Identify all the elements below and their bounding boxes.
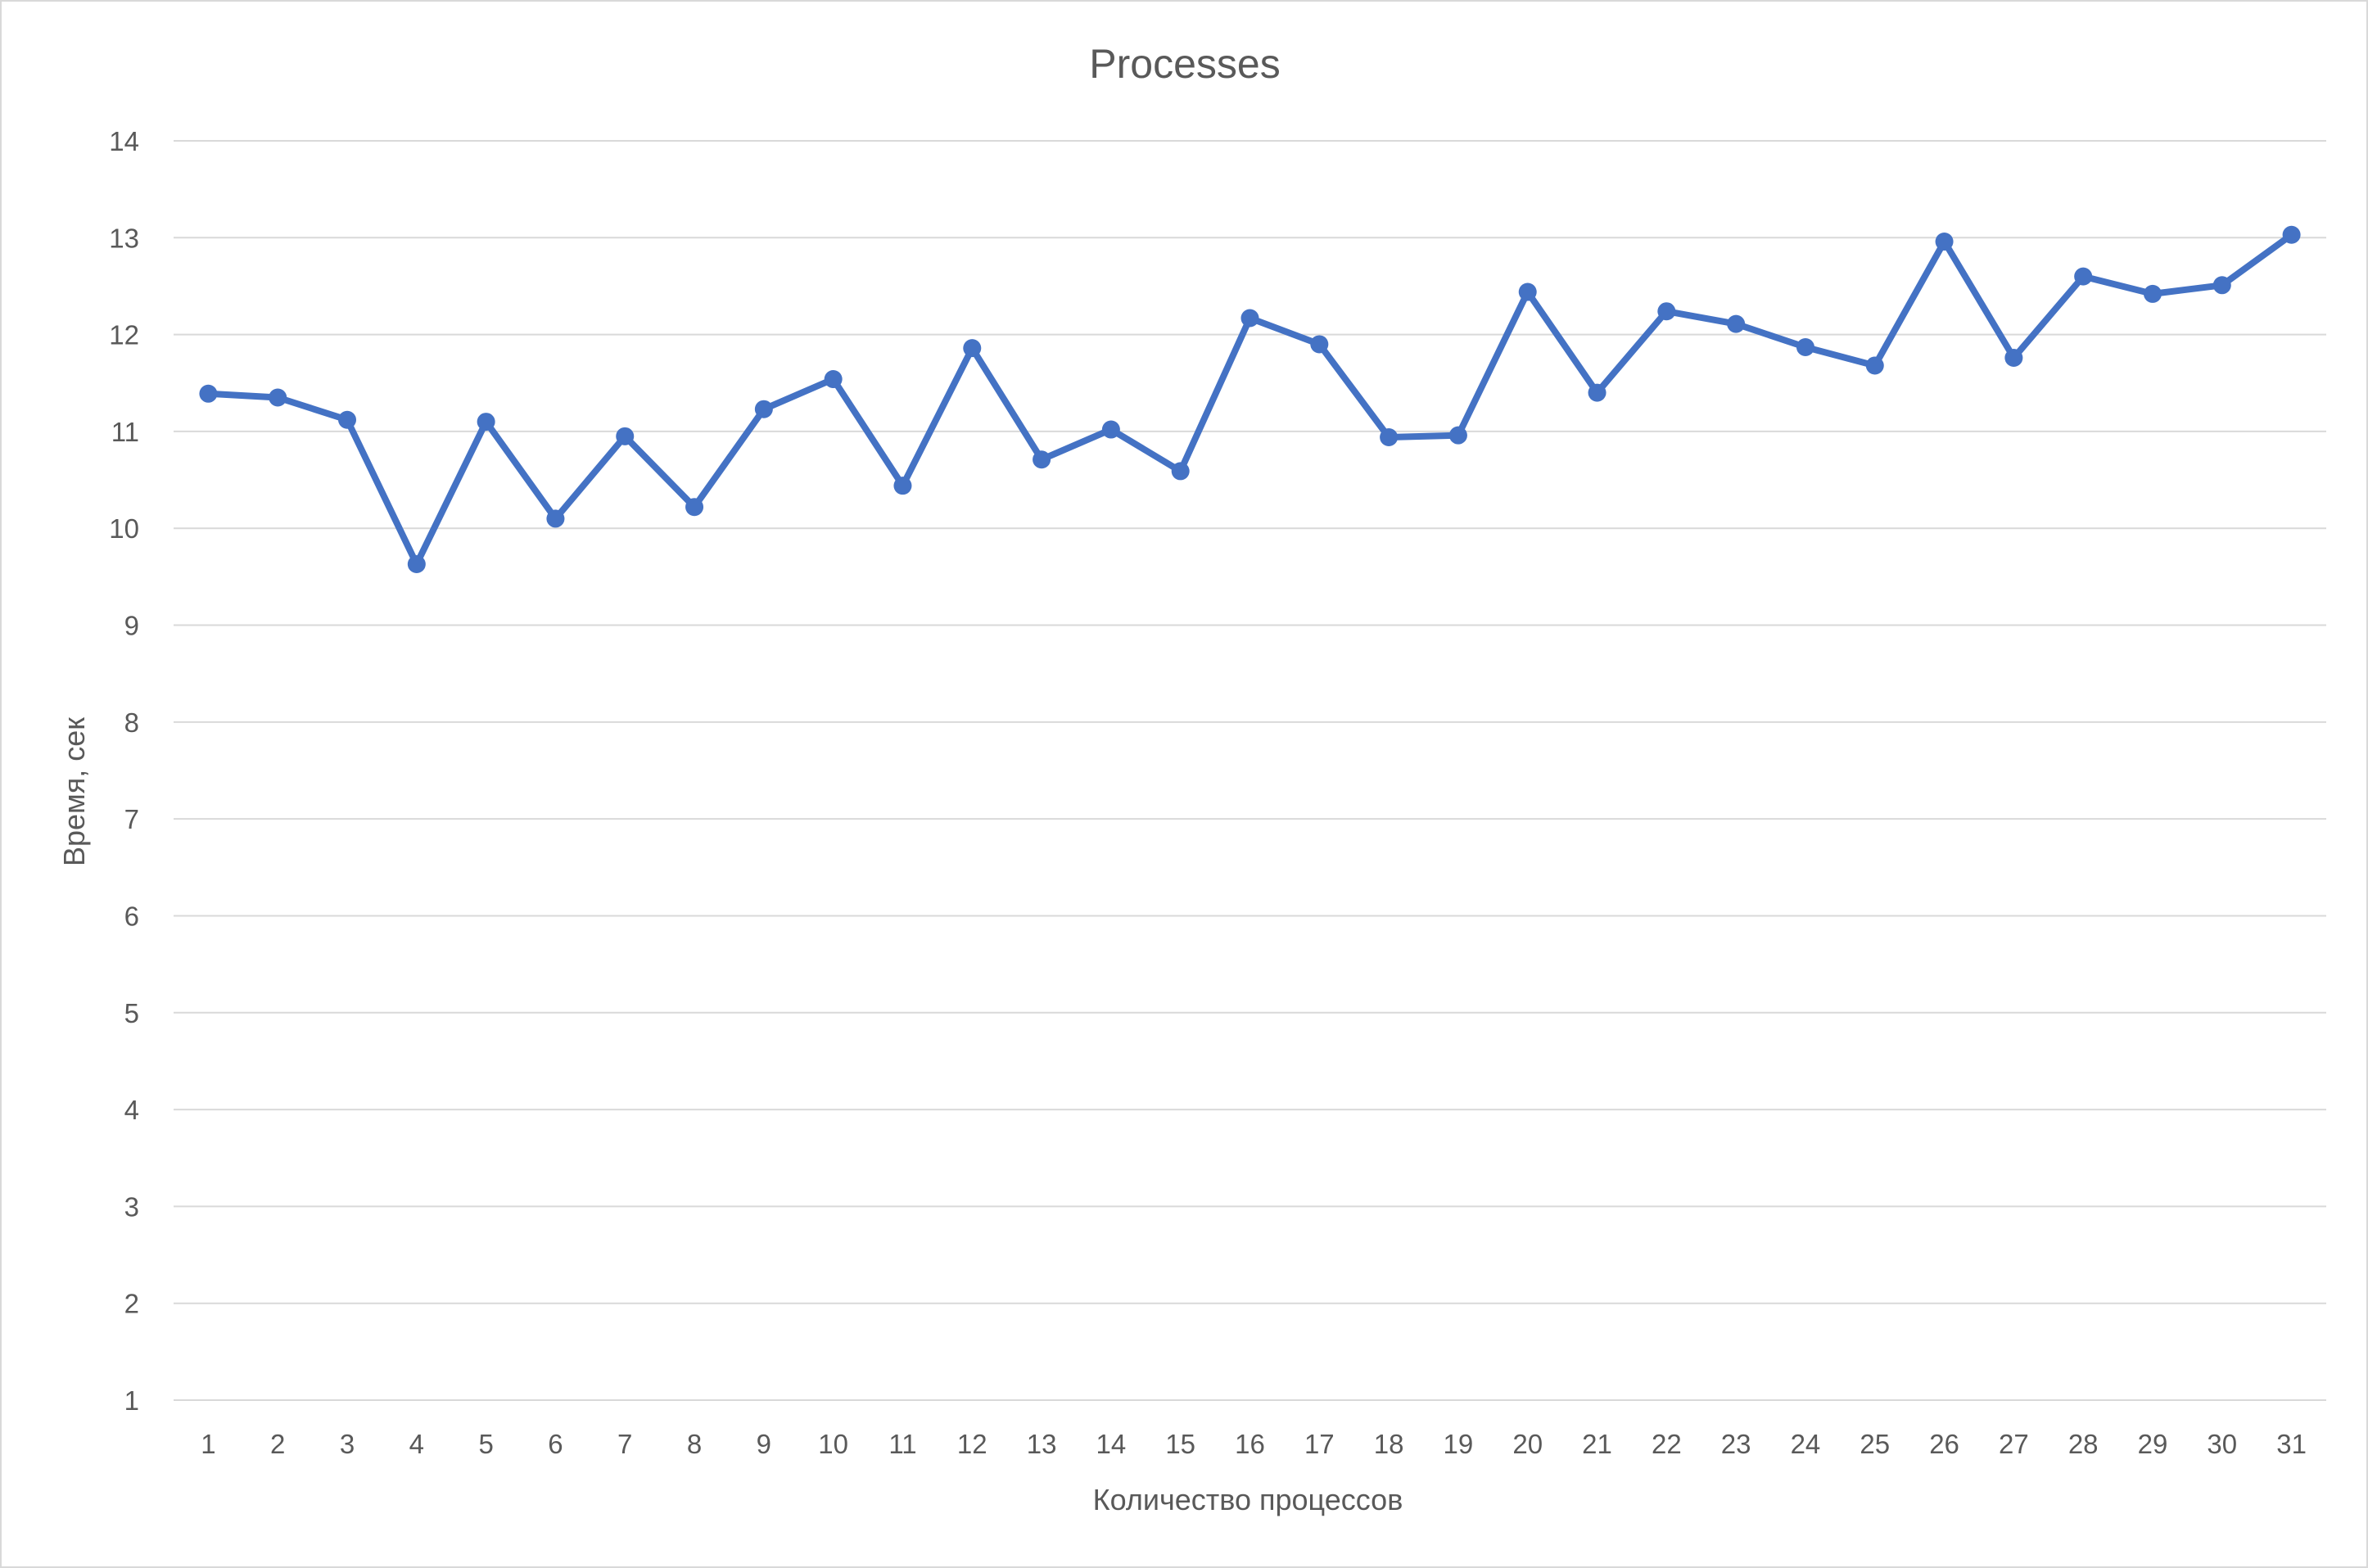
data-point [1101,420,1120,439]
x-tick-label: 7 [617,1429,632,1459]
x-tick-label: 1 [201,1429,215,1459]
data-point [1657,302,1676,321]
chart-title: Processes [1089,41,1280,87]
x-tick-label: 5 [478,1429,493,1459]
x-tick-label: 3 [340,1429,355,1459]
data-point [2143,284,2162,303]
series-line [205,231,2295,567]
data-point [1171,462,1190,481]
data-point [2074,267,2093,286]
y-tick-label: 6 [124,901,139,931]
data-point [1518,282,1537,301]
data-point [269,388,287,407]
y-tick-label: 14 [109,126,139,156]
data-point [893,477,912,495]
data-point [1310,335,1329,354]
x-tick-label: 14 [1096,1429,1127,1459]
x-tick-label: 18 [1374,1429,1404,1459]
data-point [1033,450,1051,469]
data-point [1865,356,1884,375]
x-axis-title: Количество процессов [1093,1483,1403,1516]
x-tick-label: 20 [1512,1429,1543,1459]
x-tick-label: 2 [270,1429,285,1459]
x-tick-label: 26 [1929,1429,1959,1459]
y-tick-label: 10 [109,513,139,544]
x-tick-label: 15 [1165,1429,1195,1459]
data-point [963,339,982,358]
data-point [2004,349,2023,368]
x-tick-label: 4 [409,1429,424,1459]
x-tick-label: 16 [1235,1429,1265,1459]
y-tick-label: 5 [124,998,139,1028]
data-point [338,410,357,429]
x-axis-ticks: 1 2 3 4 5 6 7 8 9 10 11 12 13 14 15 16 17 18 19 20 21 22 23 24 2… [201,1429,2307,1459]
data-point [2282,225,2301,244]
y-tick-label: 12 [109,320,139,350]
x-tick-label: 27 [1999,1429,2029,1459]
x-tick-label: 11 [888,1429,916,1459]
x-tick-label: 25 [1860,1429,1890,1459]
x-tick-label: 23 [1721,1429,1751,1459]
data-point [1588,383,1607,402]
data-point [1935,233,1954,251]
x-tick-label: 8 [687,1429,702,1459]
x-tick-label: 12 [957,1429,987,1459]
series-line-group [205,231,2295,567]
x-tick-label: 31 [2276,1429,2307,1459]
data-point [1448,426,1467,445]
y-tick-label: 4 [124,1095,139,1125]
data-point [616,427,635,445]
y-tick-label: 13 [109,223,139,253]
x-tick-label: 28 [2068,1429,2099,1459]
data-point [1380,428,1399,447]
x-tick-label: 24 [1791,1429,1821,1459]
data-point [1727,314,1746,333]
y-tick-label: 9 [124,611,139,641]
x-tick-label: 17 [1304,1429,1335,1459]
data-point [477,413,495,432]
data-point [824,370,843,389]
data-point [2212,276,2231,295]
y-tick-label: 3 [124,1191,139,1222]
x-tick-label: 6 [548,1429,563,1459]
gridlines [174,140,2326,1401]
series-markers [199,225,2301,574]
data-point [1240,309,1259,328]
data-point [685,498,704,517]
x-tick-label: 21 [1582,1429,1612,1459]
y-tick-label: 1 [124,1385,139,1416]
data-point [1796,337,1814,356]
y-axis-title: Время, сек [57,717,91,866]
x-tick-label: 29 [2138,1429,2168,1459]
x-tick-label: 19 [1444,1429,1474,1459]
x-tick-label: 9 [757,1429,771,1459]
data-point [407,555,426,574]
x-tick-label: 30 [2207,1429,2237,1459]
y-tick-label: 7 [124,804,139,834]
data-point [546,509,565,528]
x-tick-label: 13 [1027,1429,1057,1459]
x-tick-label: 10 [818,1429,848,1459]
y-tick-label: 2 [124,1289,139,1319]
data-point [754,400,773,418]
y-tick-label: 8 [124,707,139,738]
y-tick-label: 11 [111,417,139,447]
x-tick-label: 22 [1652,1429,1682,1459]
data-point [199,384,218,403]
